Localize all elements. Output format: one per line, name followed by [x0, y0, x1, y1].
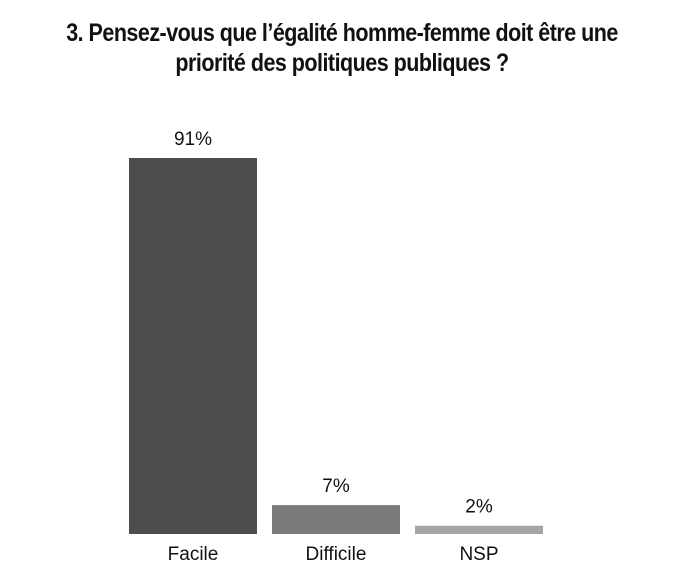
data-label-nsp: 2%: [465, 497, 493, 518]
chart-title-line-2: priorité des politiques publiques ?: [175, 49, 509, 77]
data-label-facile: 91%: [174, 129, 212, 150]
category-label-facile: Facile: [168, 544, 219, 565]
chart-title-line-1: 3. Pensez-vous que l’égalité homme-femme…: [66, 19, 618, 47]
bar-difficile: [272, 505, 400, 534]
bar-nsp: [415, 525, 543, 534]
category-label-nsp: NSP: [459, 544, 498, 565]
chart-title: 3. Pensez-vous que l’égalité homme-femme…: [48, 18, 636, 78]
data-label-difficile: 7%: [322, 476, 350, 497]
bar-facile: [129, 158, 257, 534]
category-label-difficile: Difficile: [306, 544, 367, 565]
